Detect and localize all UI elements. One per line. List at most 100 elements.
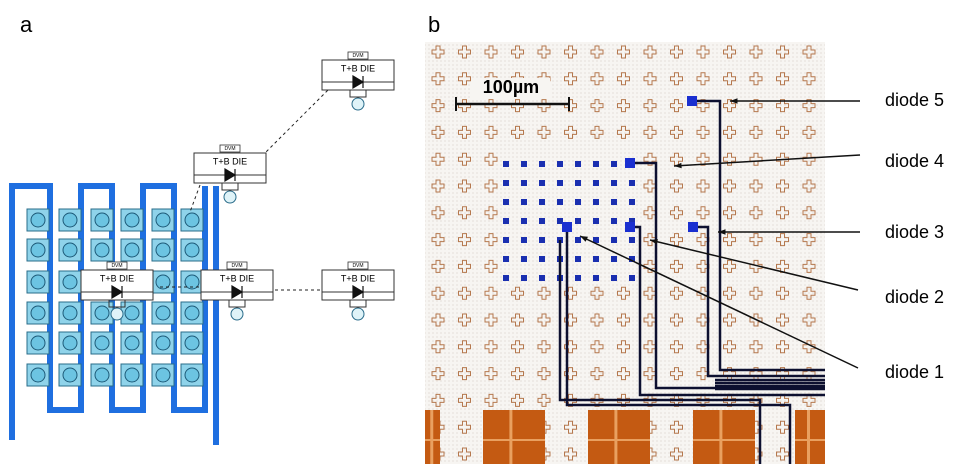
- diode-array-cell: [611, 256, 617, 262]
- die-via: [31, 306, 45, 320]
- diode-label: diode 5: [885, 90, 944, 110]
- die-via: [185, 243, 199, 257]
- die-label: T+B DIE: [341, 63, 375, 73]
- meter-label: DVM: [224, 146, 235, 152]
- diode-array-cell: [593, 199, 599, 205]
- diode-array-cell: [575, 275, 581, 281]
- diode-array-cell: [593, 180, 599, 186]
- current-source: [352, 98, 364, 110]
- diode-array-cell: [539, 237, 545, 243]
- diode-array-cell: [539, 161, 545, 167]
- diode-label: diode 3: [885, 222, 944, 242]
- die-via: [185, 368, 199, 382]
- die-via: [156, 336, 170, 350]
- die-via: [156, 368, 170, 382]
- diode-array-cell: [521, 199, 527, 205]
- die-via: [63, 275, 77, 289]
- die-label: T+B DIE: [341, 273, 375, 283]
- diode-pad: [625, 158, 635, 168]
- die-via: [63, 336, 77, 350]
- die-via: [63, 213, 77, 227]
- diode-pad: [625, 222, 635, 232]
- diode-array-cell: [539, 180, 545, 186]
- scale-label: 100µm: [483, 77, 539, 97]
- diode-array-cell: [629, 237, 635, 243]
- die-via: [31, 213, 45, 227]
- diode-array-cell: [521, 180, 527, 186]
- die-label: T+B DIE: [220, 273, 254, 283]
- die-via: [156, 213, 170, 227]
- meter-label: DVM: [231, 263, 242, 269]
- diode-label: diode 1: [885, 362, 944, 382]
- die-via: [31, 243, 45, 257]
- diode-array-cell: [611, 218, 617, 224]
- diode-array-cell: [503, 256, 509, 262]
- diode-array-cell: [503, 161, 509, 167]
- die-via: [125, 336, 139, 350]
- current-source: [224, 191, 236, 203]
- die-via: [185, 213, 199, 227]
- diode-label: diode 2: [885, 287, 944, 307]
- die-via: [31, 368, 45, 382]
- current-source: [231, 308, 243, 320]
- diode-array-cell: [557, 180, 563, 186]
- diode-array-cell: [503, 218, 509, 224]
- die-via: [31, 275, 45, 289]
- diode-pad: [562, 222, 572, 232]
- die-via: [63, 368, 77, 382]
- meter-label: DVM: [352, 263, 363, 269]
- diode-label: diode 4: [885, 151, 944, 171]
- diode-array-cell: [521, 256, 527, 262]
- die-label: T+B DIE: [100, 273, 134, 283]
- diode-array-cell: [611, 237, 617, 243]
- wire: [350, 300, 366, 307]
- diode-array-cell: [539, 256, 545, 262]
- die-via: [63, 243, 77, 257]
- die-via: [95, 243, 109, 257]
- diode-array-cell: [593, 275, 599, 281]
- current-source: [111, 308, 123, 320]
- diode-array-cell: [629, 180, 635, 186]
- die-via: [63, 306, 77, 320]
- diode-array-cell: [575, 180, 581, 186]
- diode-array-cell: [611, 161, 617, 167]
- diode-array-cell: [575, 161, 581, 167]
- diode-array-cell: [539, 218, 545, 224]
- die-via: [125, 213, 139, 227]
- figure: a b DVMT+B DIEDVMT+B DIEDVMT+B DIEDVMT+B…: [0, 0, 963, 464]
- diode-array-cell: [557, 161, 563, 167]
- diode-array-cell: [575, 237, 581, 243]
- diode-array-cell: [557, 199, 563, 205]
- diode-array-cell: [593, 161, 599, 167]
- current-source: [352, 308, 364, 320]
- diode-array-cell: [575, 199, 581, 205]
- connector: [262, 88, 330, 156]
- diode-array-cell: [611, 180, 617, 186]
- diode-array-cell: [503, 237, 509, 243]
- bond-pad: [483, 410, 545, 464]
- diode-pad: [688, 222, 698, 232]
- diode-array-cell: [521, 161, 527, 167]
- die-via: [95, 306, 109, 320]
- wire: [350, 90, 366, 97]
- die-via: [185, 306, 199, 320]
- connector: [190, 185, 200, 212]
- wire: [229, 300, 245, 307]
- panel-label: b: [428, 12, 440, 37]
- diode-array-cell: [593, 256, 599, 262]
- die-via: [95, 213, 109, 227]
- diode-array-cell: [503, 199, 509, 205]
- die-label: T+B DIE: [213, 156, 247, 166]
- die-via: [95, 368, 109, 382]
- diode-array-cell: [521, 218, 527, 224]
- diode-array-cell: [629, 275, 635, 281]
- diode-pad: [687, 96, 697, 106]
- diode-array-cell: [593, 218, 599, 224]
- meter-label: DVM: [352, 53, 363, 59]
- diode-array-cell: [629, 199, 635, 205]
- diode-array-cell: [611, 275, 617, 281]
- die-via: [95, 336, 109, 350]
- bond-pad: [588, 410, 650, 464]
- die-via: [125, 243, 139, 257]
- diode-array-cell: [539, 275, 545, 281]
